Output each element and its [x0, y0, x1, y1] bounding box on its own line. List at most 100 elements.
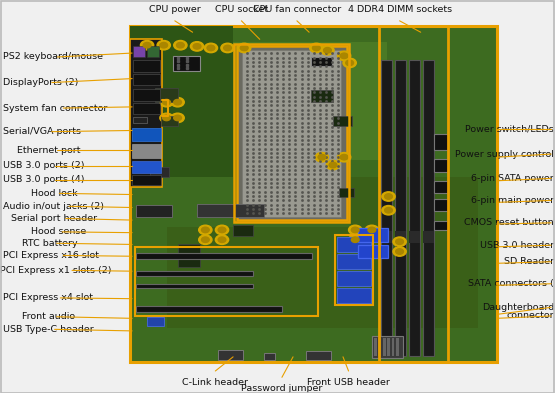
FancyBboxPatch shape	[379, 338, 381, 356]
Circle shape	[218, 227, 226, 233]
Circle shape	[326, 160, 340, 170]
FancyBboxPatch shape	[147, 317, 164, 326]
FancyBboxPatch shape	[150, 167, 169, 177]
Circle shape	[143, 42, 151, 48]
FancyBboxPatch shape	[333, 116, 352, 126]
FancyBboxPatch shape	[372, 336, 403, 358]
FancyBboxPatch shape	[392, 338, 395, 356]
Circle shape	[343, 58, 356, 68]
FancyBboxPatch shape	[337, 254, 371, 269]
Text: USB 3.0 ports (4): USB 3.0 ports (4)	[3, 176, 84, 184]
Text: Daughterboard: Daughterboard	[482, 303, 554, 312]
FancyBboxPatch shape	[435, 199, 448, 211]
Text: 4 DDR4 DIMM sockets: 4 DDR4 DIMM sockets	[347, 5, 452, 14]
Text: PCI Express x16 slot: PCI Express x16 slot	[3, 251, 99, 260]
FancyBboxPatch shape	[130, 26, 497, 362]
Text: DisplayPorts (2): DisplayPorts (2)	[3, 78, 78, 87]
Text: PS2 keyboard/mouse: PS2 keyboard/mouse	[3, 53, 103, 61]
Circle shape	[171, 113, 184, 123]
FancyBboxPatch shape	[133, 74, 160, 85]
FancyBboxPatch shape	[132, 128, 161, 141]
Circle shape	[163, 99, 170, 105]
Text: CMOS reset button: CMOS reset button	[465, 219, 554, 227]
Circle shape	[382, 192, 395, 201]
Circle shape	[382, 206, 395, 215]
Circle shape	[312, 45, 320, 51]
FancyBboxPatch shape	[178, 244, 200, 267]
Text: CPU socket: CPU socket	[215, 5, 268, 14]
Circle shape	[315, 152, 329, 162]
Circle shape	[140, 40, 154, 50]
FancyBboxPatch shape	[155, 88, 178, 102]
FancyBboxPatch shape	[337, 271, 371, 286]
FancyBboxPatch shape	[136, 271, 253, 276]
Circle shape	[238, 43, 251, 53]
FancyBboxPatch shape	[409, 60, 420, 356]
Circle shape	[396, 239, 403, 244]
Circle shape	[215, 235, 229, 244]
Circle shape	[351, 237, 359, 242]
Circle shape	[385, 208, 392, 213]
Circle shape	[393, 237, 406, 246]
FancyBboxPatch shape	[395, 60, 406, 356]
Circle shape	[365, 225, 379, 235]
FancyBboxPatch shape	[396, 338, 399, 356]
Circle shape	[324, 48, 331, 53]
FancyBboxPatch shape	[383, 338, 386, 356]
Circle shape	[160, 113, 173, 123]
Text: PCI Express x4 slot: PCI Express x4 slot	[3, 294, 93, 302]
Circle shape	[349, 235, 362, 244]
Text: Power supply control: Power supply control	[455, 150, 554, 158]
FancyBboxPatch shape	[167, 227, 350, 328]
Circle shape	[321, 46, 334, 55]
Text: USB 3.0 ports (2): USB 3.0 ports (2)	[3, 162, 84, 170]
FancyBboxPatch shape	[435, 134, 448, 150]
Text: RTC battery: RTC battery	[22, 239, 78, 248]
FancyBboxPatch shape	[374, 338, 377, 356]
FancyBboxPatch shape	[132, 143, 161, 158]
Circle shape	[215, 225, 229, 235]
FancyBboxPatch shape	[423, 231, 434, 243]
FancyBboxPatch shape	[136, 284, 253, 288]
Circle shape	[201, 237, 209, 242]
FancyBboxPatch shape	[233, 225, 253, 236]
FancyBboxPatch shape	[132, 161, 161, 173]
FancyBboxPatch shape	[218, 350, 243, 360]
Circle shape	[218, 237, 226, 242]
FancyBboxPatch shape	[357, 228, 388, 242]
FancyBboxPatch shape	[435, 221, 448, 230]
Circle shape	[163, 115, 170, 121]
Circle shape	[157, 40, 170, 50]
Circle shape	[318, 154, 326, 160]
FancyBboxPatch shape	[133, 117, 147, 123]
FancyBboxPatch shape	[381, 231, 392, 243]
Text: CPU fan connector: CPU fan connector	[253, 5, 341, 14]
Circle shape	[160, 42, 168, 48]
Circle shape	[349, 225, 362, 235]
Text: CPU power: CPU power	[149, 5, 201, 14]
Text: Serial port header: Serial port header	[11, 214, 97, 223]
Text: C-Link header: C-Link header	[183, 378, 248, 387]
FancyBboxPatch shape	[147, 46, 159, 57]
Circle shape	[171, 97, 184, 107]
Text: Serial/VGA ports: Serial/VGA ports	[3, 127, 81, 136]
FancyBboxPatch shape	[242, 50, 341, 217]
Text: System fan connector: System fan connector	[3, 104, 107, 112]
Circle shape	[204, 43, 218, 53]
FancyBboxPatch shape	[306, 351, 331, 360]
FancyBboxPatch shape	[357, 246, 388, 258]
Circle shape	[337, 152, 351, 162]
FancyBboxPatch shape	[132, 175, 161, 185]
Text: USB 3.0 header: USB 3.0 header	[480, 241, 554, 250]
FancyBboxPatch shape	[339, 188, 354, 196]
Circle shape	[193, 44, 201, 49]
Circle shape	[351, 227, 359, 233]
Circle shape	[221, 43, 234, 53]
Circle shape	[160, 97, 173, 107]
FancyBboxPatch shape	[233, 42, 387, 160]
Circle shape	[310, 43, 323, 53]
Circle shape	[346, 60, 354, 66]
Text: SD Reader: SD Reader	[504, 257, 554, 266]
Circle shape	[174, 40, 187, 50]
FancyBboxPatch shape	[311, 90, 333, 102]
